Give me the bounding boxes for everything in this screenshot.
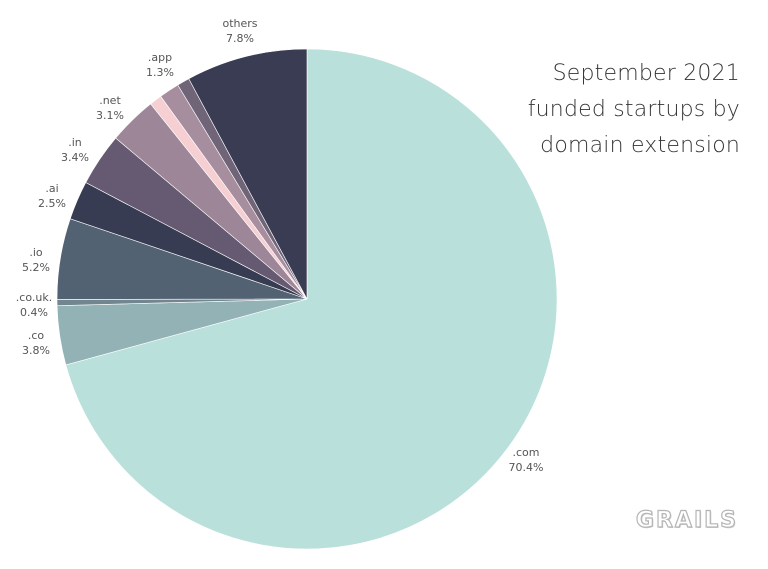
slice-label: .net [99,94,121,107]
pie-slices [56,48,558,550]
slice-label: others [222,17,257,30]
slice-value-label: 2.5% [38,197,66,210]
slice-value-label: 3.1% [96,109,124,122]
slice-value-label: 0.4% [20,306,48,319]
chart-title-line-3: domain extension [540,133,740,158]
slice-value-label: 3.4% [61,151,89,164]
slice-value-label: 70.4% [509,461,544,474]
slice-value-label: 7.8% [226,32,254,45]
grails-logo: GRAILS [635,507,738,533]
slice-value-label: 3.8% [22,344,50,357]
slice-label: .co.uk. [16,291,52,304]
chart-title-line-2: funded startups by [527,97,740,122]
slice-label: .ai [45,182,58,195]
slice-value-label: 5.2% [22,261,50,274]
slice-value-label: 1.3% [146,66,174,79]
slice-label: .co [28,329,45,342]
slice-label: .io [29,246,43,259]
chart-title-line-1: September 2021 [552,61,740,86]
slice-label: .in [68,136,82,149]
slice-label: .app [148,51,172,64]
chart-title: September 2021 funded startups by domain… [528,56,740,164]
pie-labels: .com 70.4% .co 3.8% .co.uk. 0.4% .io 5.2% .ai 2.5… [16,17,544,474]
pie-slice-com [65,48,558,550]
pie-slice-others [188,48,308,300]
slice-label: .com [513,446,540,459]
